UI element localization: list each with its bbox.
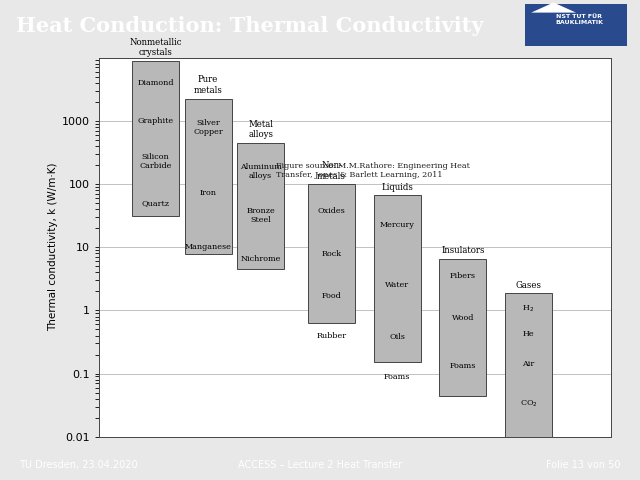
Text: Oxides: Oxides bbox=[317, 206, 346, 215]
Bar bbox=[374, 195, 421, 362]
Text: Iron: Iron bbox=[200, 190, 217, 197]
Text: ACCESS – Lecture 2 Heat Transfer: ACCESS – Lecture 2 Heat Transfer bbox=[238, 460, 402, 470]
Text: He: He bbox=[523, 330, 534, 338]
Text: Gases: Gases bbox=[515, 281, 541, 289]
Text: Metal
alloys: Metal alloys bbox=[248, 120, 273, 139]
Text: Heat Conduction: Thermal Conductivity: Heat Conduction: Thermal Conductivity bbox=[16, 16, 483, 36]
Text: Wood: Wood bbox=[452, 314, 474, 322]
Bar bbox=[439, 259, 486, 396]
Text: Graphite: Graphite bbox=[138, 117, 173, 125]
Text: Quartz: Quartz bbox=[141, 199, 170, 207]
Text: Liquids: Liquids bbox=[381, 183, 413, 192]
Bar bbox=[505, 293, 552, 437]
Text: Folie 13 von 50: Folie 13 von 50 bbox=[547, 460, 621, 470]
Text: Aluminum
alloys: Aluminum alloys bbox=[240, 163, 282, 180]
Text: Food: Food bbox=[322, 292, 342, 300]
Text: Manganese: Manganese bbox=[185, 243, 232, 251]
Bar bbox=[184, 99, 232, 253]
Polygon shape bbox=[531, 2, 576, 12]
Text: Foams: Foams bbox=[384, 373, 410, 381]
FancyBboxPatch shape bbox=[525, 4, 627, 47]
Text: Figure source: M.M.Rathore: Engineering Heat
Transfer, Jones & Barlett Learning,: Figure source: M.M.Rathore: Engineering … bbox=[276, 162, 470, 179]
Text: Rock: Rock bbox=[321, 250, 342, 257]
Text: CO$_2$: CO$_2$ bbox=[520, 399, 538, 409]
Text: Nonmetallic
crystals: Nonmetallic crystals bbox=[129, 37, 182, 57]
Text: Fibers: Fibers bbox=[450, 272, 476, 280]
Text: Bronze
Steel: Bronze Steel bbox=[246, 207, 275, 224]
Text: Water: Water bbox=[385, 281, 409, 289]
Text: Insulators: Insulators bbox=[441, 246, 484, 255]
Text: Oils: Oils bbox=[389, 333, 405, 341]
Text: Diamond: Diamond bbox=[138, 79, 174, 87]
Text: NST TUT FÜR
BAUKLIMATIK: NST TUT FÜR BAUKLIMATIK bbox=[556, 14, 604, 24]
Text: Nichrome: Nichrome bbox=[241, 254, 281, 263]
Bar bbox=[132, 61, 179, 216]
Text: Mercury: Mercury bbox=[380, 221, 415, 229]
Text: Silicon
Carbide: Silicon Carbide bbox=[140, 153, 172, 170]
Bar bbox=[237, 143, 284, 269]
Text: H$_2$: H$_2$ bbox=[522, 304, 534, 314]
Bar bbox=[308, 184, 355, 323]
Y-axis label: Thermal conductivity, k (W/m·K): Thermal conductivity, k (W/m·K) bbox=[48, 163, 58, 332]
Text: Pure
metals: Pure metals bbox=[194, 75, 223, 95]
Text: TU Dresden, 23.04.2020: TU Dresden, 23.04.2020 bbox=[19, 460, 138, 470]
Text: Air: Air bbox=[522, 360, 534, 368]
Text: Non-
metals: Non- metals bbox=[317, 161, 346, 181]
Text: Foams: Foams bbox=[450, 362, 476, 370]
Text: Rubber: Rubber bbox=[317, 332, 347, 340]
Text: Silver
Copper: Silver Copper bbox=[193, 119, 223, 136]
